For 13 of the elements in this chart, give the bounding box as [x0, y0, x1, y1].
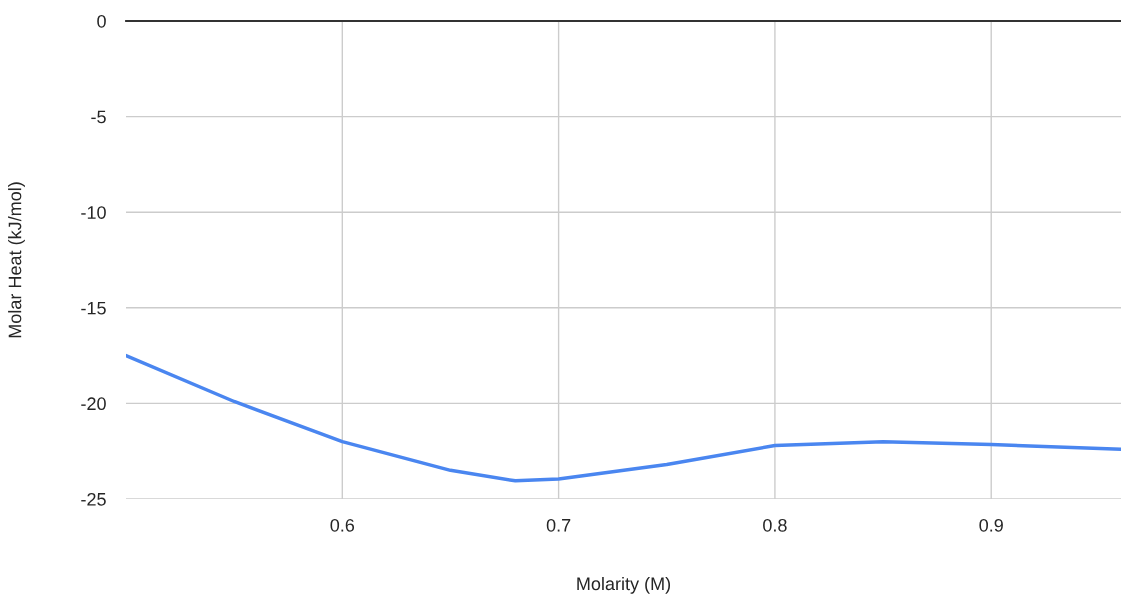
y-tick-label: -5	[91, 110, 106, 124]
y-tick-label: -15	[81, 301, 106, 315]
y-tick-label: 0	[97, 14, 106, 28]
y-tick-label: -20	[81, 397, 106, 411]
y-tick-label: -10	[81, 206, 106, 219]
x-tick-label: 0.9	[979, 518, 1003, 532]
y-axis-title: Molar Heat (kJ/mol)	[8, 182, 25, 338]
x-axis-title: Molarity (M)	[577, 576, 671, 594]
x-tick-label: 0.8	[763, 518, 787, 532]
x-tick-label: 0.6	[330, 518, 355, 532]
line-series	[126, 353, 1121, 483]
y-tick-label: -25	[81, 492, 106, 506]
x-tick-label: 0.7	[546, 518, 571, 532]
